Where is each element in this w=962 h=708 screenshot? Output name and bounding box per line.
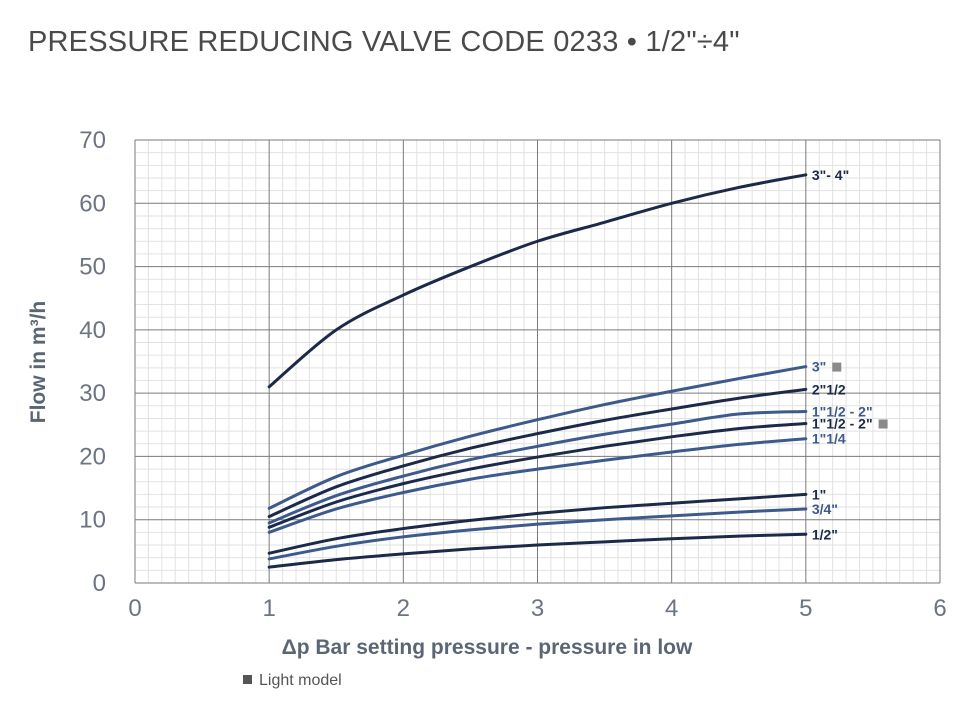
x-tick-label: 3 <box>531 595 544 622</box>
series-label: 1" <box>812 486 826 502</box>
x-tick-label: 0 <box>128 595 141 622</box>
y-tick-label: 0 <box>93 570 106 597</box>
series-labels: 3"- 4"3"2"1/21"1/2 - 2"1"1/2 - 2"1"1/41"… <box>812 167 888 542</box>
x-tick-label: 5 <box>799 595 812 622</box>
series-line <box>267 492 808 555</box>
page-title: PRESSURE REDUCING VALVE CODE 0233 • 1/2"… <box>28 26 740 58</box>
x-tick-label: 1 <box>262 595 275 622</box>
y-axis-label: Flow in m³/h <box>27 301 50 423</box>
y-axis-ticks: 0 10 20 30 40 50 60 70 <box>79 127 106 597</box>
series-line <box>267 409 808 525</box>
x-tick-label: 4 <box>665 595 678 622</box>
series-label: 3/4" <box>812 501 838 517</box>
series-line <box>267 507 808 561</box>
series-label: 1"1/2 - 2" <box>812 403 873 419</box>
y-tick-label: 10 <box>79 507 106 534</box>
y-tick-label: 60 <box>79 190 106 217</box>
series-line <box>267 532 808 569</box>
series-label: 1"1/2 - 2" <box>812 416 873 432</box>
y-tick-label: 30 <box>79 380 106 407</box>
series-label: 3" <box>812 359 826 375</box>
y-tick-label: 40 <box>79 317 106 344</box>
series-line <box>267 437 808 534</box>
series-label: 2"1/2 <box>812 381 846 397</box>
x-tick-label: 6 <box>933 595 946 622</box>
series-line <box>267 173 808 389</box>
series-line <box>267 422 808 529</box>
light-model-marker <box>878 419 888 429</box>
x-tick-label: 2 <box>397 595 410 622</box>
light-model-text: Light model <box>259 672 342 689</box>
series-label: 1/2" <box>812 526 838 542</box>
series-lines <box>267 173 808 569</box>
y-tick-label: 50 <box>79 254 106 281</box>
series-line <box>267 365 808 510</box>
light-model-note: Light model <box>243 672 342 690</box>
x-axis-ticks: 0 1 2 3 4 5 6 <box>128 595 946 622</box>
y-tick-label: 20 <box>79 443 106 470</box>
series-label: 1"1/4 <box>812 431 846 447</box>
x-axis-label: Δp Bar setting pressure - pressure in lo… <box>282 636 693 659</box>
series-line <box>267 387 808 519</box>
series-label: 3"- 4" <box>812 167 849 183</box>
light-model-square-icon <box>243 675 252 684</box>
y-tick-label: 70 <box>79 127 106 154</box>
grid-major <box>134 139 941 584</box>
light-model-marker <box>832 362 842 372</box>
